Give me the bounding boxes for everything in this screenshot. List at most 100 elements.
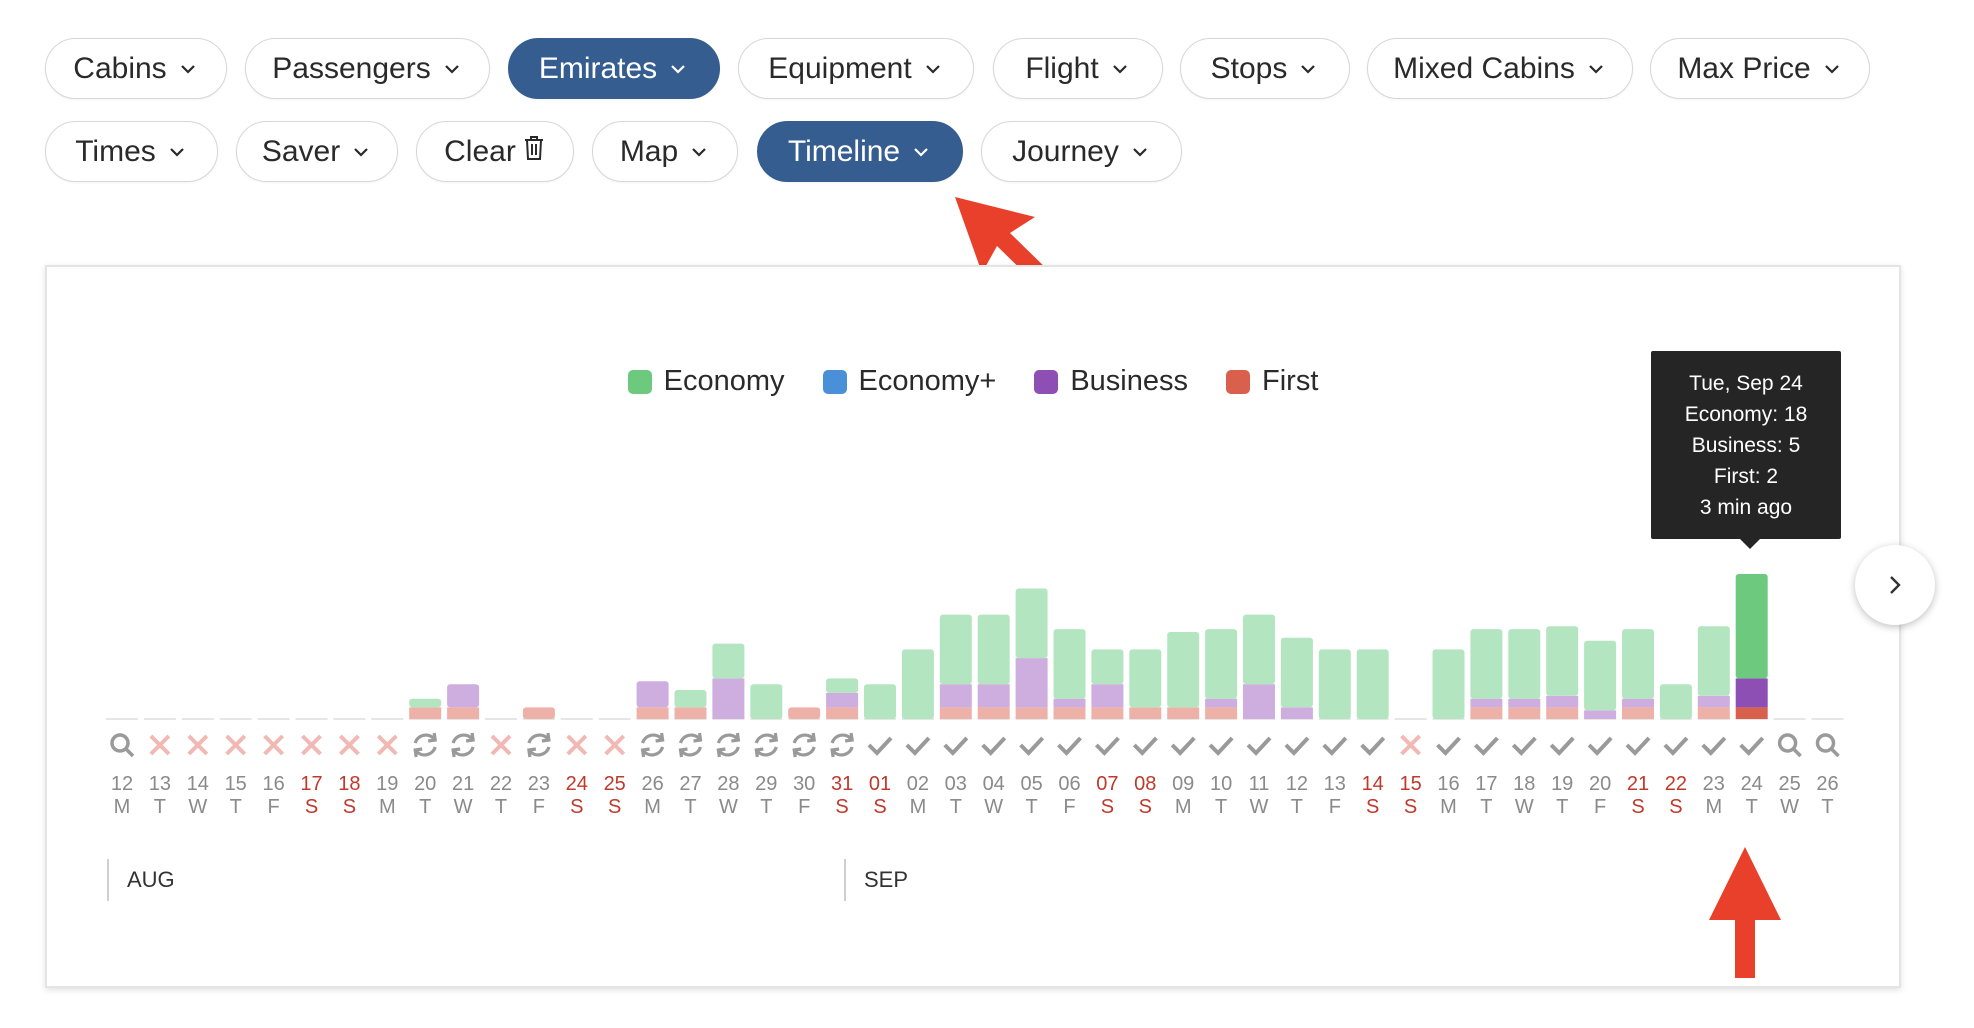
bar-economy [1356,649,1389,719]
day-column[interactable]: 27T [674,690,707,818]
filter-times-button[interactable]: Times [45,121,218,182]
day-column[interactable]: 31S [826,678,859,818]
filter-passengers-button[interactable]: Passengers [245,38,490,99]
day-column[interactable]: 09M [1167,632,1200,818]
legend-swatch [1034,369,1059,394]
day-weekday-label: W [719,796,738,818]
filter-label: Timeline [787,134,901,168]
day-weekday-label: S [873,796,886,818]
filter-timeline-button[interactable]: Timeline [757,121,963,182]
refresh-icon [830,732,854,758]
filter-mixed-cabins-button[interactable]: Mixed Cabins [1367,38,1633,99]
day-column[interactable]: 26M [636,681,669,818]
day-column[interactable]: 24S [560,718,593,818]
day-column[interactable]: 28W [712,643,745,818]
clear-filters-button[interactable]: Clear [416,121,574,182]
bar-first [1205,707,1238,719]
check-icon [1322,736,1348,756]
day-column[interactable]: 10T [1205,629,1238,818]
day-column[interactable]: 21W [447,684,480,818]
bar-economy [1053,629,1086,699]
day-column[interactable]: 05T [1015,588,1048,819]
day-column[interactable]: 01S [864,684,896,818]
filter-flight-button[interactable]: Flight [993,38,1163,99]
day-column[interactable]: 11W [1243,614,1275,818]
day-column[interactable]: 12M [106,718,138,818]
day-column[interactable]: 26T [1811,718,1844,818]
check-icon [1208,736,1234,756]
filter-map-button[interactable]: Map [592,121,738,182]
chevron-down-icon [1111,59,1131,79]
day-column[interactable]: 12T [1280,637,1313,818]
chevron-down-icon [1587,59,1607,79]
day-weekday-label: F [1594,796,1606,818]
legend-item-economy-plus[interactable]: Economy+ [822,365,996,398]
day-weekday-label: M [644,796,661,818]
day-column[interactable]: 22S [1659,684,1692,818]
bar-first [1622,707,1654,719]
filter-stops-button[interactable]: Stops [1180,38,1350,99]
chevron-down-icon [179,59,199,79]
day-column[interactable]: 20F [1584,640,1617,818]
day-column[interactable]: 22T [485,718,517,818]
filter-emirates-button[interactable]: Emirates [508,38,720,99]
day-column[interactable]: 23F [522,707,555,818]
filter-journey-button[interactable]: Journey [981,121,1182,182]
search-icon [110,733,130,753]
day-column[interactable]: 13F [1318,649,1351,818]
legend-item-business[interactable]: Business [1034,365,1188,398]
day-column[interactable]: 15S [1394,718,1427,818]
day-column[interactable]: 29T [750,684,783,818]
day-column[interactable]: 18S [333,718,366,818]
check-icon [1360,736,1386,756]
day-date-label: 22 [490,773,512,795]
day-column[interactable]: 24T [1735,574,1768,818]
day-column[interactable]: 25S [598,718,631,818]
day-column[interactable]: 20T [409,698,442,818]
day-column[interactable]: 16M [1432,649,1465,818]
legend-item-first[interactable]: First [1226,365,1318,398]
day-column[interactable]: 16F [257,718,290,818]
day-weekday-label: S [1404,796,1417,818]
filter-equipment-button[interactable]: Equipment [738,38,974,99]
check-icon [1132,736,1158,756]
day-date-label: 23 [1703,773,1725,795]
day-date-label: 05 [1020,773,1042,795]
day-column[interactable]: 23M [1697,626,1730,818]
day-column[interactable]: 21S [1622,629,1654,818]
day-column[interactable]: 02M [901,649,934,818]
filter-max-price-button[interactable]: Max Price [1650,38,1870,99]
bar-economy [1622,629,1654,699]
day-column[interactable]: 04W [977,614,1010,818]
day-column[interactable]: 15T [219,718,252,818]
legend-item-economy[interactable]: Economy [627,365,785,398]
chevron-down-icon [669,59,689,79]
day-date-label: 26 [1816,773,1838,795]
day-column[interactable]: 14W [181,718,214,818]
day-column[interactable]: 17S [295,718,328,818]
filter-saver-button[interactable]: Saver [236,121,398,182]
day-column[interactable]: 08S [1129,649,1162,818]
day-column[interactable]: 03T [939,614,972,818]
day-weekday-label: S [305,796,318,818]
day-column[interactable]: 17T [1470,629,1503,818]
day-column[interactable]: 25W [1773,718,1806,818]
day-column[interactable]: 06F [1053,629,1086,818]
legend-swatch [1226,369,1250,394]
day-weekday-label: F [1329,796,1341,818]
next-page-button[interactable] [1855,545,1935,625]
day-column[interactable]: 19M [371,718,404,818]
day-column[interactable]: 14S [1356,649,1389,818]
day-column[interactable]: 30F [788,707,821,818]
day-column[interactable]: 13T [143,718,176,818]
tooltip-first: First: 2 [1713,465,1779,488]
day-column[interactable]: 18W [1508,629,1541,818]
x-icon [225,734,247,756]
day-date-label: 28 [717,773,739,795]
tooltip-updated: 3 min ago [1699,496,1793,519]
day-column[interactable]: 19T [1546,626,1579,818]
day-date-label: 19 [376,773,398,795]
bar-first [1053,707,1086,719]
filter-cabins-button[interactable]: Cabins [45,38,227,99]
day-column[interactable]: 07S [1091,649,1124,818]
